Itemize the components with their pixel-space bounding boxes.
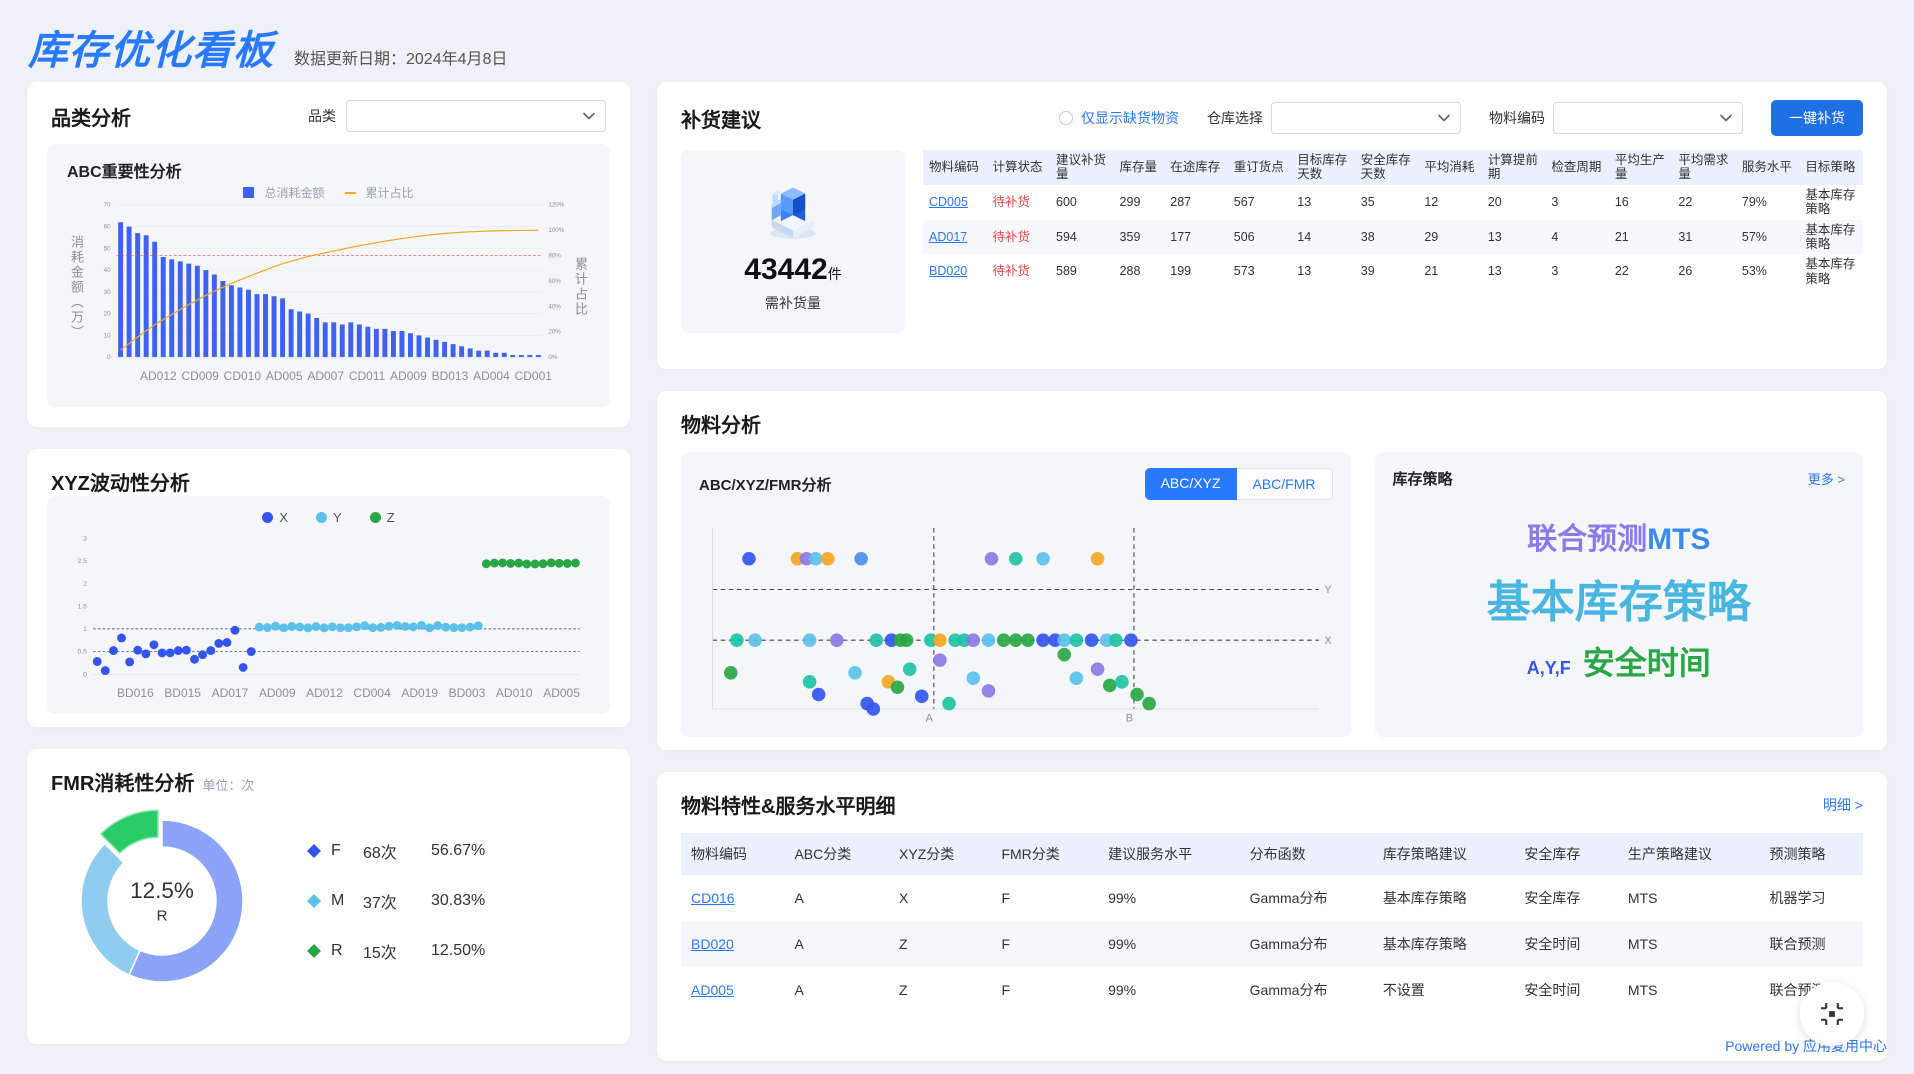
svg-text:20%: 20% — [548, 329, 561, 336]
svg-text:60: 60 — [104, 223, 111, 230]
svg-text:0: 0 — [83, 671, 87, 678]
svg-text:R: R — [157, 908, 168, 925]
svg-text:60%: 60% — [548, 278, 561, 285]
svg-text:0.5: 0.5 — [77, 649, 87, 656]
svg-text:70: 70 — [104, 202, 111, 209]
svg-text:30: 30 — [104, 289, 111, 296]
svg-text:50: 50 — [104, 245, 111, 252]
svg-text:0%: 0% — [548, 354, 557, 361]
svg-text:Y: Y — [1324, 584, 1331, 596]
svg-text:0: 0 — [107, 354, 111, 361]
svg-text:1: 1 — [83, 626, 87, 633]
svg-text:12.5%: 12.5% — [130, 878, 194, 903]
svg-text:120%: 120% — [548, 202, 564, 209]
svg-text:2: 2 — [83, 581, 87, 588]
svg-text:10: 10 — [104, 332, 111, 339]
svg-text:80%: 80% — [548, 253, 561, 260]
svg-text:20: 20 — [104, 311, 111, 318]
svg-text:40%: 40% — [548, 303, 561, 310]
svg-text:X: X — [1324, 635, 1332, 647]
svg-text:B: B — [1126, 713, 1133, 725]
svg-text:3: 3 — [83, 535, 87, 542]
svg-text:2.5: 2.5 — [77, 558, 87, 565]
svg-text:A: A — [926, 713, 934, 725]
svg-text:100%: 100% — [548, 227, 564, 234]
svg-text:40: 40 — [104, 267, 111, 274]
svg-text:1.5: 1.5 — [77, 603, 87, 610]
